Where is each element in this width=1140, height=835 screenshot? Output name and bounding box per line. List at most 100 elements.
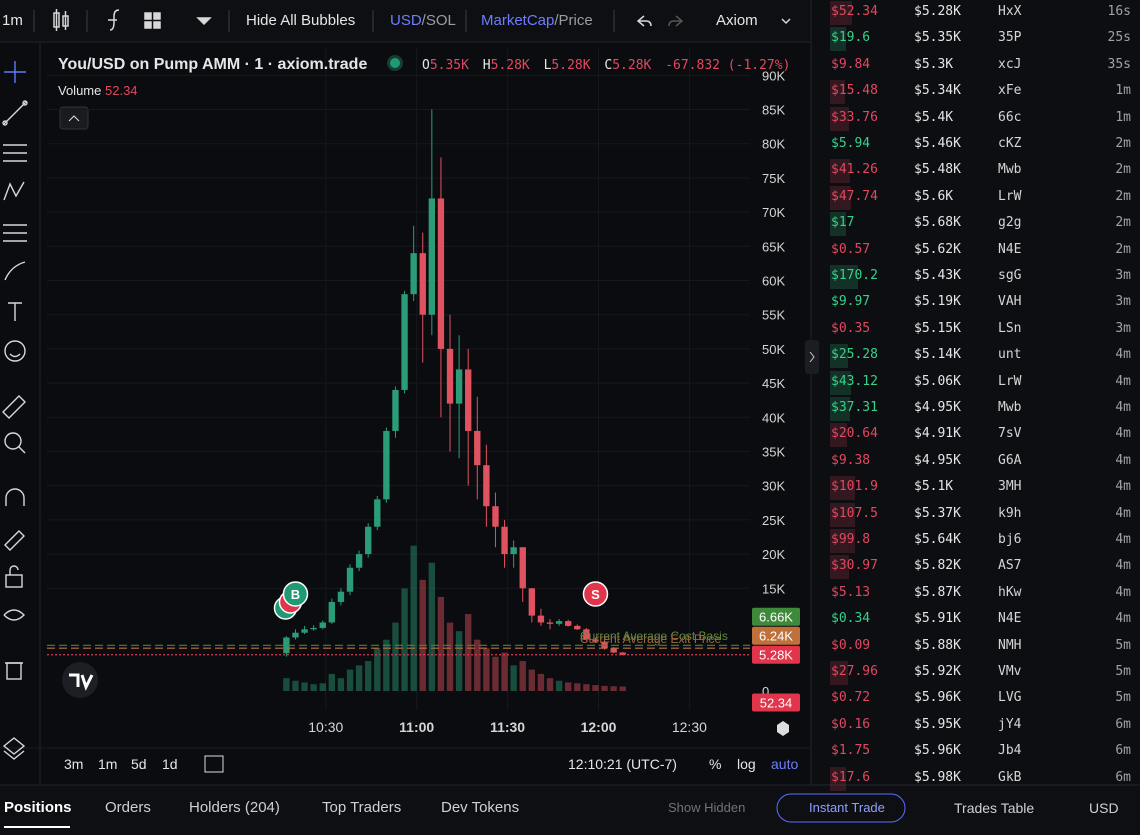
trade-market-cap: $5.46K bbox=[914, 136, 961, 151]
volume-bar bbox=[428, 562, 436, 691]
trade-amount: $33.76 bbox=[831, 109, 878, 125]
x-tick-label: 11:00 bbox=[399, 719, 434, 735]
tab[interactable]: Positions bbox=[4, 799, 72, 816]
volume-bar bbox=[355, 665, 363, 691]
trade-age: 5m bbox=[1115, 664, 1131, 679]
candle-body bbox=[392, 389, 399, 431]
volume-bar bbox=[455, 631, 463, 691]
trade-market-cap: $4.91K bbox=[914, 426, 961, 442]
tab[interactable]: Holders (204) bbox=[189, 799, 280, 816]
trade-row: $5.94 $5.46K cKZ 2m bbox=[815, 132, 1140, 158]
amount-bar bbox=[830, 80, 846, 105]
trade-age: 4m bbox=[1115, 452, 1131, 468]
tab[interactable]: Orders bbox=[105, 799, 151, 816]
candle-body bbox=[592, 639, 599, 642]
instant-trade-button[interactable] bbox=[776, 793, 906, 823]
ohlc-key: O bbox=[422, 58, 430, 73]
volume-bar bbox=[483, 648, 490, 691]
trade-age: 3m bbox=[1115, 320, 1131, 336]
trade-market-cap: $5.19K bbox=[914, 294, 961, 310]
trade-age: 4m bbox=[1115, 426, 1131, 442]
trade-row: $0.72 $5.96K LVG 5m bbox=[815, 686, 1140, 712]
volume-bar bbox=[583, 684, 590, 691]
ohlc-value: 5.28K bbox=[612, 58, 652, 73]
trade-market-cap: $4.95K bbox=[914, 452, 961, 468]
trade-row: $25.28 $5.14K unt 4m bbox=[815, 343, 1140, 369]
trade-amount: $0.57 bbox=[831, 241, 871, 257]
y-tick-label: 80K bbox=[762, 137, 785, 152]
x-tick-label: 10:30 bbox=[308, 719, 343, 735]
trade-row: $37.31 $4.95K Mwb 4m bbox=[815, 396, 1140, 422]
candle-body bbox=[365, 526, 372, 555]
currency: USD bbox=[390, 12, 422, 29]
y-tick-label: 85K bbox=[762, 103, 785, 118]
tab[interactable]: Dev Tokens bbox=[441, 799, 520, 816]
percent-toggle[interactable]: % bbox=[709, 756, 722, 772]
collapse-handle[interactable] bbox=[805, 340, 819, 374]
trade-trader: jY4 bbox=[998, 716, 1022, 732]
candle-body bbox=[537, 615, 545, 623]
trade-trader: xcJ bbox=[998, 56, 1022, 72]
volume-bar bbox=[510, 665, 517, 691]
tab[interactable]: Top Traders bbox=[322, 799, 402, 816]
instant-trade[interactable]: Instant Trade bbox=[809, 800, 885, 815]
candle-body bbox=[555, 621, 563, 624]
currency-toggle[interactable]: USD/SOL bbox=[390, 12, 456, 30]
trades-table[interactable]: Trades Table bbox=[954, 800, 1035, 816]
log-toggle[interactable]: log bbox=[737, 756, 756, 772]
currency[interactable]: USD bbox=[1089, 800, 1119, 816]
platform[interactable]: Axiom bbox=[716, 12, 758, 29]
price-label: 6.24K bbox=[759, 629, 793, 644]
candle-body bbox=[546, 622, 554, 624]
range[interactable]: 1m bbox=[98, 756, 118, 772]
active-tab-underline bbox=[4, 826, 70, 828]
trade-market-cap: $5.98K bbox=[914, 769, 961, 785]
trade-trader: GkB bbox=[998, 769, 1022, 785]
volume-bar bbox=[392, 622, 399, 691]
amount-bar bbox=[830, 661, 849, 685]
y-tick-label: 25K bbox=[762, 513, 785, 528]
trade-market-cap: $5.4K bbox=[914, 109, 954, 125]
y-tick-label: 40K bbox=[762, 410, 785, 425]
show-hidden[interactable]: Show Hidden bbox=[668, 800, 746, 815]
trade-amount: $9.97 bbox=[831, 294, 871, 310]
price-label: 5.28K bbox=[759, 648, 793, 663]
candle-body bbox=[492, 506, 499, 527]
trade-trader: 66c bbox=[998, 109, 1022, 125]
candle-body bbox=[583, 629, 590, 640]
trade-amount: $0.72 bbox=[831, 690, 871, 706]
settings-icon[interactable] bbox=[777, 721, 789, 736]
trade-row: $107.5 $5.37K k9h 4m bbox=[815, 502, 1140, 528]
range[interactable]: 3m bbox=[64, 756, 84, 772]
mode-toggle[interactable]: MarketCap/Price bbox=[481, 12, 593, 30]
volume-bar bbox=[401, 588, 408, 691]
trade-row: $27.96 $5.92K VMv 5m bbox=[815, 660, 1140, 686]
trade-trader: AS7 bbox=[998, 558, 1022, 574]
trade-market-cap: $5.06K bbox=[914, 373, 961, 389]
trade-row: $9.97 $5.19K VAH 3m bbox=[815, 290, 1140, 316]
trade-market-cap: $5.87K bbox=[914, 584, 961, 600]
collapse-button[interactable] bbox=[59, 106, 89, 130]
trade-age: 4m bbox=[1115, 584, 1131, 600]
trade-age: 4m bbox=[1115, 479, 1131, 495]
amount-bar bbox=[830, 423, 847, 448]
interval[interactable]: 1m bbox=[2, 12, 23, 29]
auto-toggle[interactable]: auto bbox=[771, 756, 799, 772]
trade-trader: hKw bbox=[998, 584, 1022, 600]
trade-market-cap: $5.37K bbox=[914, 505, 961, 521]
range[interactable]: 5d bbox=[131, 756, 147, 772]
calendar-icon[interactable] bbox=[204, 755, 224, 773]
price-label: 6.66K bbox=[759, 610, 793, 625]
trade-amount: $5.13 bbox=[831, 584, 871, 600]
trade-row: $9.38 $4.95K G6A 4m bbox=[815, 449, 1140, 475]
hide-bubbles[interactable]: Hide All Bubbles bbox=[246, 12, 356, 29]
ohlc-value: 5.35K bbox=[429, 58, 469, 73]
trade-market-cap: $5.28K bbox=[914, 4, 961, 19]
status-dot bbox=[390, 58, 400, 68]
volume-bar bbox=[601, 685, 608, 691]
amount-bar bbox=[830, 185, 852, 210]
trade-trader: Jb4 bbox=[998, 743, 1022, 759]
trade-row: $47.74 $5.6K LrW 2m bbox=[815, 185, 1140, 211]
range[interactable]: 1d bbox=[162, 756, 178, 772]
volume-legend: Volume 52.34 bbox=[58, 82, 138, 100]
